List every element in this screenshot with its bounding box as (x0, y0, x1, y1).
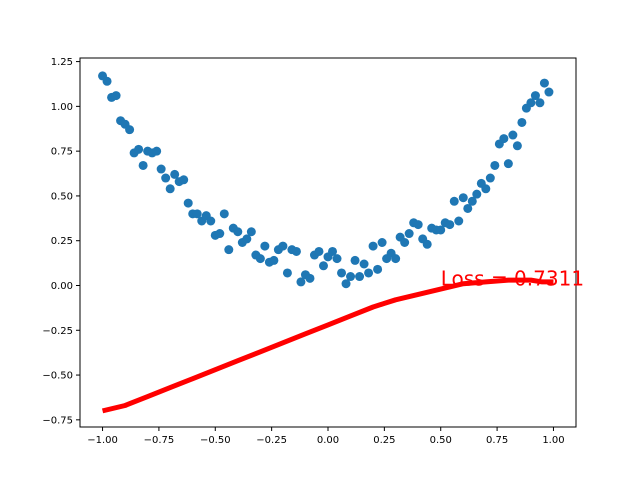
scatter-point (165, 184, 175, 194)
scatter-point (359, 259, 369, 269)
scatter-point (341, 279, 351, 289)
scatter-point (512, 141, 522, 151)
axes-frame (79, 57, 577, 428)
x-tick-label: 0.50 (430, 435, 452, 446)
loss-annotation: Loss = 0.7311 (441, 266, 584, 290)
x-tick-label: 0.00 (317, 435, 339, 446)
scatter-point (355, 272, 365, 282)
scatter-point (125, 125, 135, 135)
scatter-point (422, 239, 432, 249)
scatter-point (373, 264, 383, 274)
scatter-point (183, 198, 193, 208)
scatter-point (346, 272, 356, 282)
scatter-point (503, 159, 513, 169)
scatter-point (282, 268, 292, 278)
scatter-point (242, 234, 252, 244)
x-tick-label: 0.25 (373, 435, 395, 446)
scatter-point (364, 268, 374, 278)
scatter-point (463, 203, 473, 213)
y-axis-ticks: −0.75 −0.50 −0.25 0.00 0.25 0.50 0.75 1.00 1.25 (42, 57, 80, 426)
scatter-point (467, 196, 477, 206)
scatter-point (138, 160, 148, 170)
y-tick-label: 1.00 (51, 102, 73, 113)
scatter-point (535, 98, 545, 108)
prediction-line (101, 277, 554, 414)
x-tick-label: −0.25 (256, 435, 287, 446)
scatter-point (161, 173, 171, 183)
x-tick-label: 0.75 (486, 435, 508, 446)
scatter-point (179, 175, 189, 185)
scatter-point (332, 254, 342, 264)
scatter-point (526, 98, 536, 108)
scatter-point (544, 87, 554, 97)
scatter-point (314, 246, 324, 256)
series-layer (98, 71, 554, 414)
scatter-point (170, 169, 180, 179)
scatter-point (445, 220, 455, 230)
scatter-point (219, 209, 229, 219)
scatter-point (102, 76, 112, 86)
scatter-point (233, 227, 243, 237)
x-tick-label: 1.00 (542, 435, 564, 446)
scatter-point (246, 227, 256, 237)
scatter-point (481, 184, 491, 194)
scatter-point (328, 246, 338, 256)
scatter-point (400, 238, 410, 247)
y-tick-label: −0.25 (42, 326, 73, 337)
scatter-point (490, 160, 500, 170)
scatter-point (517, 117, 527, 127)
y-tick-label: 1.25 (51, 57, 73, 68)
y-tick-label: 0.00 (51, 281, 73, 292)
x-axis-ticks: −1.00 −0.75 −0.50 −0.25 0.00 0.25 0.50 0.75 1.00 (87, 427, 565, 446)
scatter-point (350, 255, 360, 265)
scatter-point (454, 216, 464, 226)
plot-area (80, 58, 576, 427)
scatter-point (206, 216, 216, 226)
scatter-point (260, 241, 270, 251)
x-tick-label: −0.50 (200, 435, 231, 446)
y-tick-label: 0.75 (51, 147, 73, 158)
scatter-point (485, 173, 495, 183)
scatter-point (391, 254, 401, 264)
scatter-point (291, 246, 301, 256)
y-tick-label: −0.50 (42, 371, 73, 382)
scatter-point (337, 268, 347, 278)
scatter-point (539, 78, 549, 88)
scatter-point (305, 273, 315, 283)
x-tick-label: −1.00 (87, 435, 118, 446)
scatter-point (215, 229, 225, 239)
scatter-point (192, 209, 202, 219)
scatter-point (413, 220, 423, 230)
scatter-point (472, 189, 482, 199)
x-tick-label: −0.75 (144, 435, 175, 446)
y-tick-label: 0.25 (51, 236, 73, 247)
scatter-point (530, 91, 540, 101)
scatter-point (156, 164, 166, 174)
scatter-point (111, 91, 121, 101)
scatter-point (458, 193, 468, 203)
scatter-point (499, 134, 509, 144)
scatter-point (296, 277, 306, 287)
y-tick-label: −0.75 (42, 415, 73, 426)
scatter-point (255, 254, 265, 264)
scatter-point (224, 245, 234, 255)
scatter-point (278, 241, 288, 251)
y-tick-label: 0.50 (51, 191, 73, 202)
scatter-point (508, 130, 518, 140)
scatter-point (404, 229, 414, 239)
scatter-point (269, 255, 279, 265)
scatter-point (449, 196, 459, 206)
scatter-point (368, 241, 378, 251)
scatter-point (134, 144, 144, 154)
scatter-point (377, 238, 387, 247)
scatter-point (318, 261, 328, 271)
scatter-point (152, 146, 162, 156)
scatter-point (436, 225, 446, 235)
